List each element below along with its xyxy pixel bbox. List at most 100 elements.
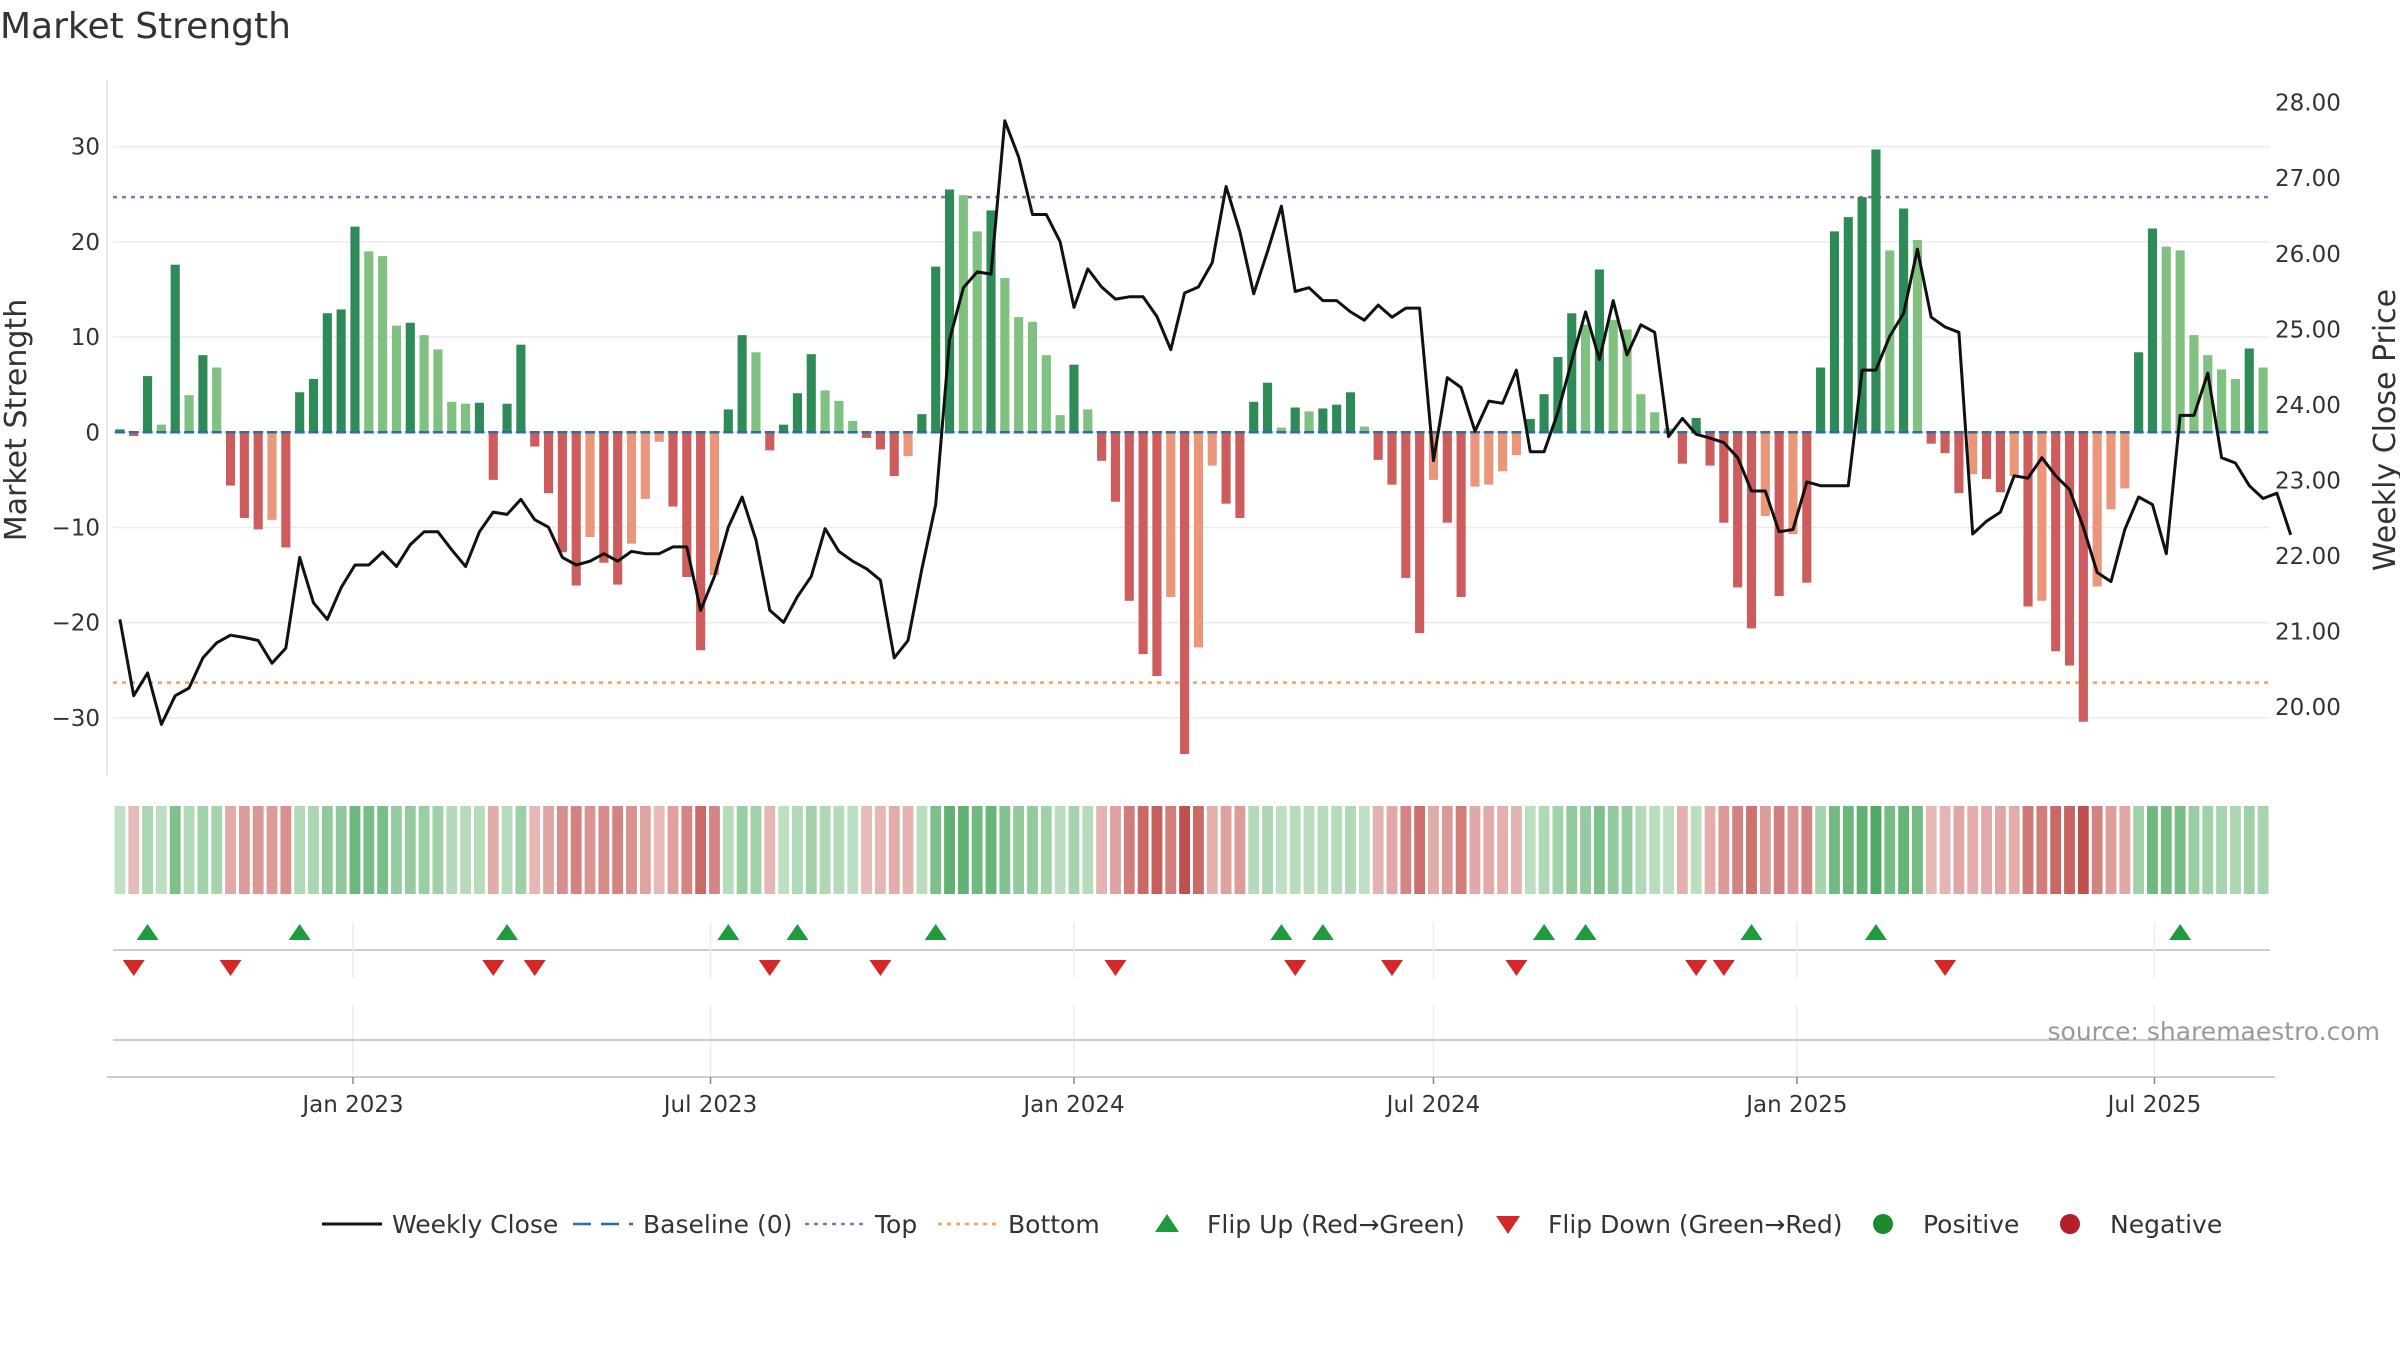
heat-cell: [916, 806, 928, 894]
heat-cell: [1248, 806, 1260, 894]
heat-cell: [736, 806, 748, 894]
heat-cell: [1524, 806, 1536, 894]
strength-bar: [862, 432, 872, 438]
flip-up-marker: [1270, 924, 1293, 940]
heat-cell: [1925, 806, 1937, 894]
strength-bar: [295, 392, 305, 433]
heat-cell: [667, 806, 679, 894]
heat-cell: [2077, 806, 2089, 894]
heat-cell: [294, 806, 306, 894]
heat-cell: [861, 806, 872, 894]
flip-up-marker: [1740, 924, 1763, 940]
strength-bar: [1000, 278, 1010, 433]
chart-title: Market Strength: [0, 6, 291, 47]
strength-bar: [1843, 217, 1853, 433]
strength-bar: [447, 401, 457, 433]
strength-bar: [668, 432, 678, 507]
strength-bar: [322, 313, 332, 433]
heat-cell: [971, 806, 983, 894]
flip-up-marker: [1311, 924, 1334, 940]
heat-cell: [584, 806, 596, 894]
heat-cell: [1123, 806, 1135, 894]
heat-cell: [2050, 806, 2062, 894]
strength-bar: [1442, 432, 1452, 523]
strength-bar: [198, 355, 208, 433]
heat-cell: [2091, 806, 2103, 894]
weekly-close-line: [118, 119, 2293, 726]
y2-tick-label: 20.00: [2275, 695, 2341, 721]
heat-cell: [695, 806, 707, 894]
heat-cell: [183, 806, 195, 894]
heat-cell: [2119, 806, 2131, 894]
legend-swatch: [2060, 1214, 2080, 1234]
heat-cell: [211, 806, 223, 894]
heat-cell: [1870, 806, 1882, 894]
heat-cell: [252, 806, 264, 894]
strength-bar: [1857, 197, 1867, 433]
y-tick-label: 10: [71, 325, 100, 351]
heat-cell: [155, 806, 167, 894]
heat-cell: [930, 806, 942, 894]
strength-bar: [2230, 378, 2240, 433]
heat-cell: [515, 806, 527, 894]
heat-cell: [612, 806, 624, 894]
legend-label: Bottom: [1008, 1210, 1100, 1239]
heat-cell: [833, 806, 845, 894]
strength-bar: [1290, 407, 1300, 433]
strength-bar: [1525, 418, 1535, 433]
heat-cell: [1441, 806, 1453, 894]
strength-bar: [267, 432, 277, 520]
heat-cell: [2160, 806, 2172, 894]
flip-up-marker: [1864, 924, 1887, 940]
heat-cell: [460, 806, 471, 894]
heat-cell: [1884, 806, 1896, 894]
strength-bar: [1553, 357, 1563, 433]
legend-label: Baseline (0): [643, 1210, 792, 1239]
y2-tick-label: 21.00: [2275, 619, 2341, 645]
heat-cell: [363, 806, 375, 894]
strength-bar: [557, 432, 567, 553]
strength-bar: [433, 349, 443, 433]
heat-cell: [349, 806, 361, 894]
heat-cell: [1013, 806, 1025, 894]
heat-cell: [1289, 806, 1301, 894]
legend-swatch: [1873, 1214, 1893, 1234]
strength-bar: [1677, 432, 1687, 464]
strength-bar: [1180, 432, 1190, 755]
heat-cell: [1331, 806, 1343, 894]
strength-bar: [1622, 329, 1632, 433]
strength-bar: [1373, 432, 1383, 460]
strength-bar: [1968, 432, 1978, 475]
strength-bar: [1484, 432, 1494, 485]
heat-cell: [681, 806, 693, 894]
heat-cell: [570, 806, 582, 894]
strength-bar: [972, 231, 982, 433]
strength-bar: [1539, 394, 1549, 433]
strength-bar: [2064, 432, 2075, 666]
strength-bar: [1733, 432, 1743, 588]
strength-bar: [2161, 246, 2171, 433]
heat-cell: [1746, 806, 1757, 894]
strength-bar: [1567, 313, 1577, 433]
strength-bar: [1387, 432, 1397, 485]
strength-bar: [1719, 432, 1729, 523]
strength-bar: [1166, 432, 1176, 597]
strength-bar: [1041, 355, 1051, 433]
strength-bar: [2009, 432, 2019, 477]
weekly-close-series: [118, 119, 2293, 726]
heat-cell: [2216, 806, 2228, 894]
strength-bar: [350, 226, 360, 433]
strength-bar: [1083, 409, 1093, 433]
heat-cell: [128, 806, 140, 894]
strength-bar: [1304, 411, 1314, 433]
strength-bar: [1014, 317, 1024, 433]
heat-cell: [1483, 806, 1495, 894]
strength-bar: [1235, 432, 1245, 518]
heat-cell: [2230, 806, 2241, 894]
flip-up-marker: [496, 924, 519, 940]
strength-bar: [1981, 432, 1992, 479]
flip-up-marker: [1574, 924, 1597, 940]
strength-bar: [696, 432, 706, 651]
heat-cell: [2202, 806, 2214, 894]
heat-cell: [1040, 806, 1052, 894]
